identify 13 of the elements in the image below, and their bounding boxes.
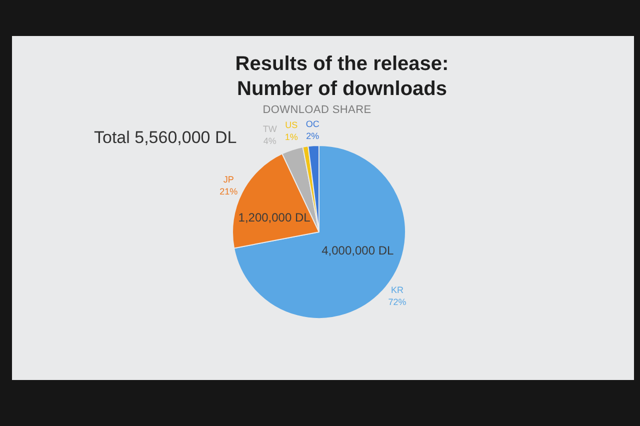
text: 4,000,000 DL	[322, 244, 394, 258]
data-label: 72%	[388, 297, 406, 308]
slice-label: OC	[306, 119, 320, 130]
slice-label: JP	[223, 174, 234, 184]
chart-title: Results of the release: Number of downloads	[234, 52, 450, 102]
data-label: 21%	[220, 186, 238, 196]
data-label: 1%	[284, 132, 298, 142]
slice-label: KR	[390, 285, 404, 296]
slice-label: US	[285, 120, 298, 130]
data-label: 2%	[306, 131, 320, 142]
chart-subtitle: DOWNLOAD SHARE	[262, 104, 372, 116]
text: 1,200,000 DL	[238, 210, 310, 225]
text: Total 5,560,000 DL	[94, 128, 237, 148]
